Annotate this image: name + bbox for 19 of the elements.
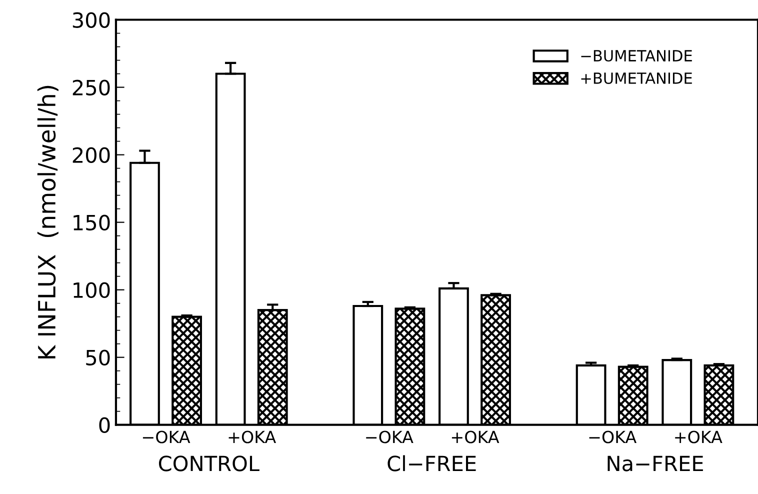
y-tick-label: 250: [72, 80, 110, 96]
x-tick-label: −OKA: [366, 430, 414, 444]
x-tick-label: +OKA: [228, 430, 276, 444]
y-axis-title: K INFLUX (nmol/well/h): [37, 86, 58, 358]
y-tick-label: 300: [72, 12, 110, 28]
text: Na−FREE: [608, 456, 703, 472]
y-tick-label: 50: [86, 350, 110, 366]
y-tick-label: 0: [99, 417, 110, 434]
y-tick-label: 150: [74, 214, 110, 231]
legend-label: −BUMETANIDE: [581, 50, 692, 62]
y-tick-label: 200: [72, 147, 110, 163]
x-tick-label: +OKA: [452, 430, 500, 444]
y-tick-label: 100: [74, 282, 110, 298]
text: Cl−FREE: [388, 455, 476, 472]
x-tick-label: −OKA: [142, 430, 190, 444]
x-tick-label: −OKA: [589, 430, 637, 444]
legend-label: +BUMETANIDE: [581, 72, 692, 84]
x-tick-label: +OKA: [675, 430, 722, 444]
text: CONTROL: [158, 456, 260, 472]
